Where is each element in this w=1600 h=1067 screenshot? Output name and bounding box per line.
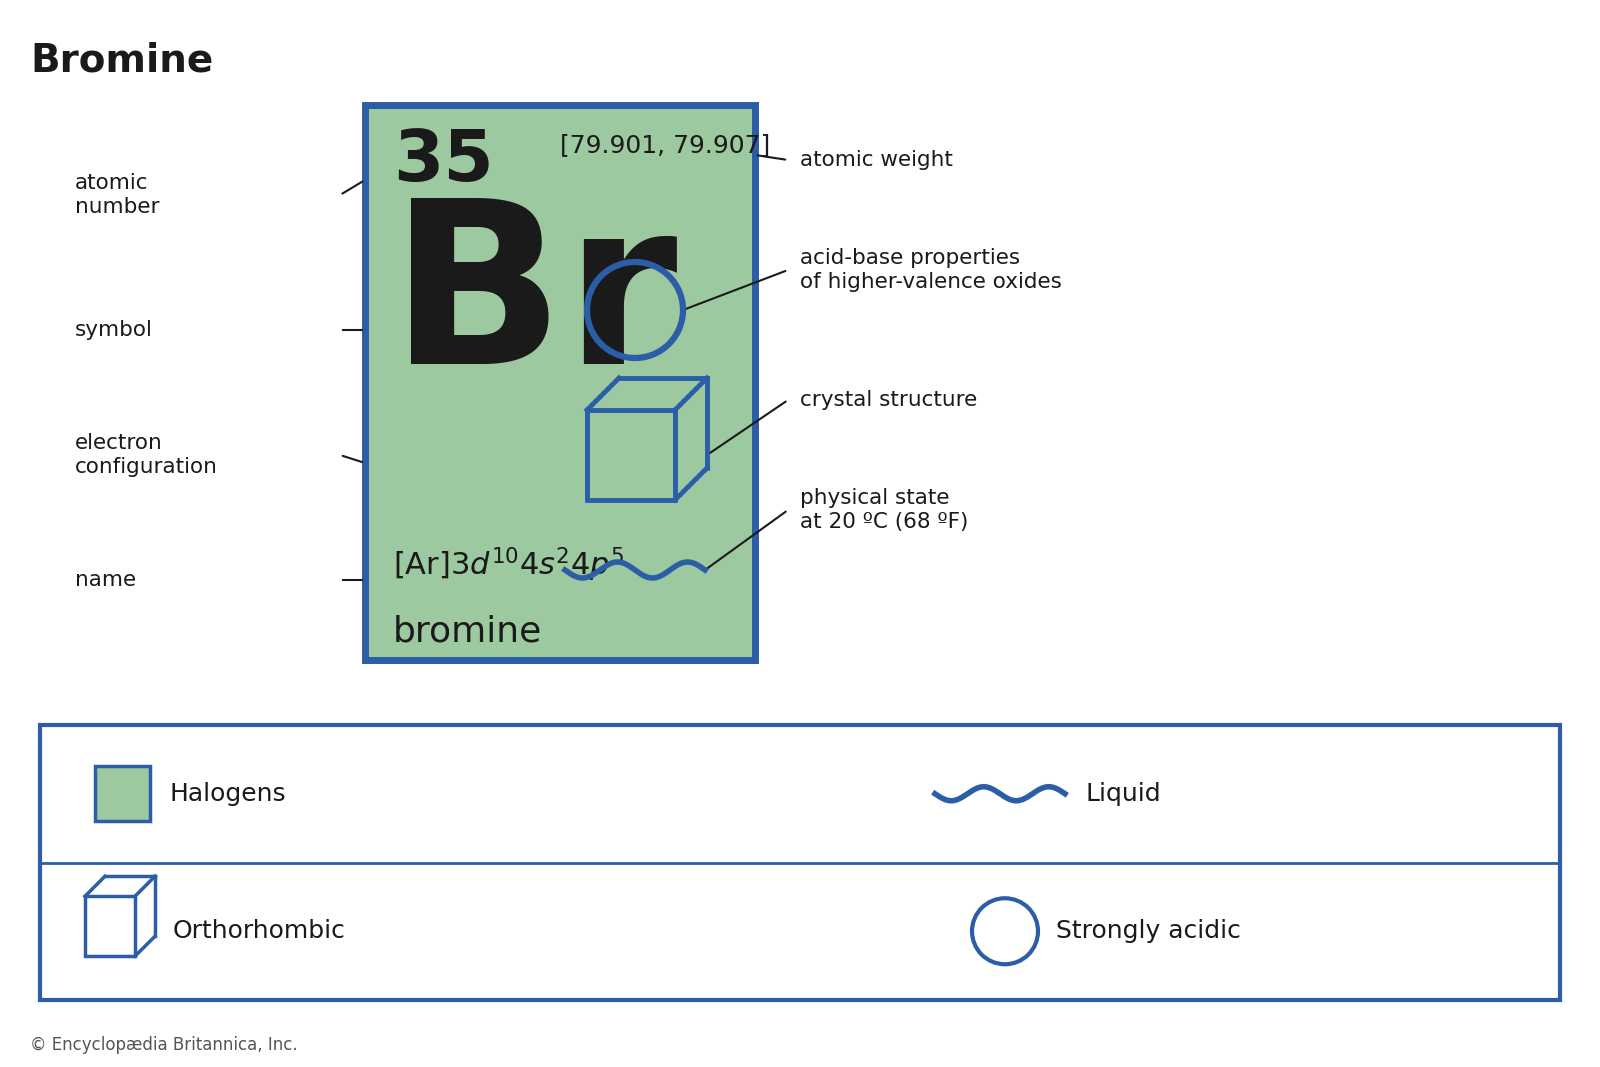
Text: bromine: bromine	[394, 615, 542, 649]
Bar	[40, 724, 1560, 1000]
Text: Halogens: Halogens	[170, 782, 286, 806]
Text: Orthorhombic: Orthorhombic	[173, 920, 346, 943]
Text: symbol: symbol	[75, 320, 154, 340]
Text: electron
configuration: electron configuration	[75, 433, 218, 477]
Text: $[\mathrm{Ar}]3d^{10}4s^{2}4p^{5}$: $[\mathrm{Ar}]3d^{10}4s^{2}4p^{5}$	[394, 545, 624, 584]
Text: © Encyclopædia Britannica, Inc.: © Encyclopædia Britannica, Inc.	[30, 1036, 298, 1054]
Text: atomic weight: atomic weight	[800, 150, 954, 170]
Text: 35: 35	[394, 127, 494, 196]
Text: acid-base properties
of higher-valence oxides: acid-base properties of higher-valence o…	[800, 249, 1062, 291]
Text: physical state
at 20 ºC (68 ºF): physical state at 20 ºC (68 ºF)	[800, 489, 968, 531]
Text: Bromine: Bromine	[30, 42, 213, 80]
Text: Liquid: Liquid	[1085, 782, 1160, 806]
Text: [79.901, 79.907]: [79.901, 79.907]	[560, 133, 770, 157]
Text: atomic
number: atomic number	[75, 174, 160, 217]
Text: Strongly acidic: Strongly acidic	[1056, 920, 1242, 943]
Bar	[365, 105, 755, 660]
Text: Br: Br	[390, 190, 678, 412]
Text: crystal structure: crystal structure	[800, 391, 978, 410]
Bar	[94, 766, 150, 822]
Bar	[85, 896, 134, 956]
Text: name: name	[75, 570, 136, 590]
Bar	[587, 410, 675, 500]
